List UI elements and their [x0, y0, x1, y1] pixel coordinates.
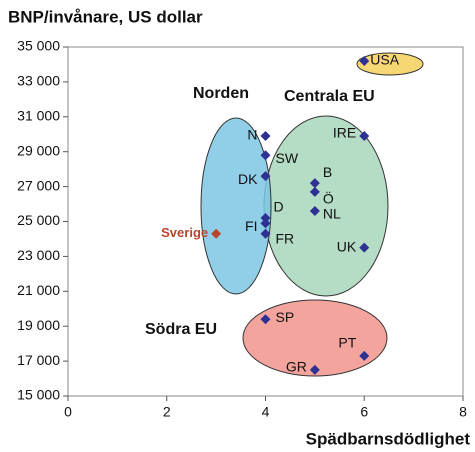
x-tick-label: 6: [360, 404, 368, 420]
y-tick-label: 31 000: [17, 108, 60, 124]
group-label: Norden: [193, 85, 249, 102]
marker: [260, 213, 271, 224]
y-tick-label: 23 000: [17, 247, 60, 263]
group-label: Centrala EU: [284, 88, 375, 105]
y-tick-label: 21 000: [17, 282, 60, 298]
marker: [260, 171, 271, 182]
south-eu-ellipse: [242, 299, 388, 377]
y-tick-label: 19 000: [17, 317, 60, 333]
point-label: FR: [276, 230, 295, 246]
marker: [260, 130, 271, 141]
marker: [359, 350, 370, 361]
x-tick-label: 2: [163, 404, 171, 420]
y-tick-label: 17 000: [17, 352, 60, 368]
marker: [359, 130, 370, 141]
point-label: FI: [245, 218, 257, 234]
point-label: IRE: [333, 125, 356, 141]
y-tick-label: 33 000: [17, 73, 60, 89]
point-label: USA: [370, 52, 399, 68]
marker: [309, 186, 320, 197]
point-label: N: [247, 127, 257, 143]
nordic-ellipse: [200, 117, 272, 295]
point-label: SW: [276, 150, 299, 166]
x-tick-label: 8: [459, 404, 467, 420]
group-label: Södra EU: [145, 321, 217, 338]
point-label: Sverige: [161, 225, 208, 240]
y-tick-label: 27 000: [17, 177, 60, 193]
marker: [260, 218, 271, 229]
marker: [260, 228, 271, 239]
point-label: B: [323, 164, 332, 180]
x-tick-label: 4: [262, 404, 270, 420]
y-tick-label: 15 000: [17, 387, 60, 403]
point-label: GR: [286, 359, 307, 375]
marker: [359, 242, 370, 253]
x-tick-label: 0: [64, 404, 72, 420]
x-axis-label: Spädbarnsdödlighet: [306, 429, 471, 448]
marker: [309, 178, 320, 189]
marker: [359, 55, 370, 66]
marker: [309, 206, 320, 217]
y-tick-label: 29 000: [17, 142, 60, 158]
point-label: Ö: [323, 190, 334, 207]
marker: [309, 364, 320, 375]
point-label: UK: [337, 238, 357, 254]
marker: [211, 228, 222, 239]
chart-title: BNP/invånare, US dollar: [8, 7, 203, 26]
point-label: DK: [238, 171, 258, 187]
point-label: PT: [338, 335, 356, 351]
marker: [260, 150, 271, 161]
y-tick-label: 25 000: [17, 212, 60, 228]
marker: [260, 314, 271, 325]
point-label: SP: [276, 309, 295, 325]
usa-ellipse: [356, 52, 424, 76]
point-label: NL: [323, 206, 341, 222]
point-label: D: [274, 199, 284, 215]
y-tick-label: 35 000: [17, 38, 60, 54]
